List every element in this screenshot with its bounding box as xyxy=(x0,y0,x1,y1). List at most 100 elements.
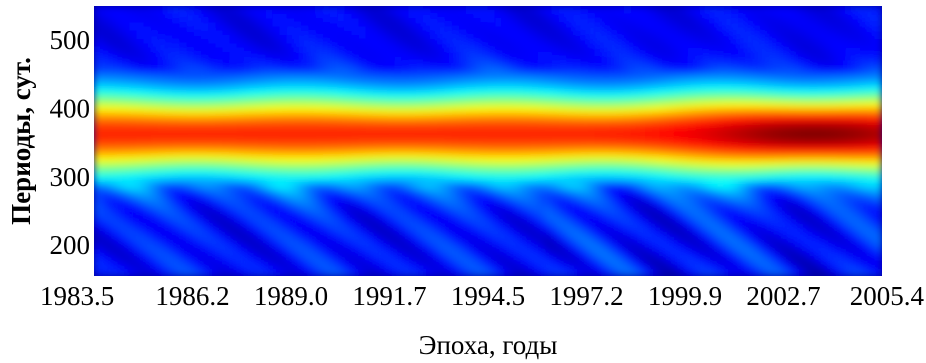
heatmap-cell xyxy=(157,115,167,121)
heatmap-cell xyxy=(236,195,245,201)
heatmap-cell xyxy=(172,39,181,45)
heatmap-cell xyxy=(157,216,167,222)
heatmap-cell xyxy=(380,271,389,276)
heatmap-cell xyxy=(508,161,518,167)
heatmap-cell xyxy=(444,148,453,155)
heatmap-cell xyxy=(544,220,553,226)
heatmap-cell xyxy=(243,22,253,28)
heatmap-cell xyxy=(272,64,281,70)
heatmap-cell xyxy=(401,262,410,269)
heatmap-cell xyxy=(315,102,324,108)
heatmap-cell xyxy=(530,195,539,201)
heatmap-cell xyxy=(616,60,625,66)
heatmap-cell xyxy=(487,233,496,239)
heatmap-cell xyxy=(322,224,331,231)
heatmap-cell xyxy=(423,262,432,269)
heatmap-cell xyxy=(222,132,231,138)
heatmap-cell xyxy=(265,262,274,269)
heatmap-cell xyxy=(222,43,231,49)
heatmap-cell xyxy=(372,22,382,28)
heatmap-cell xyxy=(143,73,152,79)
heatmap-cell xyxy=(193,140,202,146)
heatmap-cell xyxy=(279,85,288,91)
heatmap-cell xyxy=(387,153,396,159)
heatmap-cell xyxy=(172,262,181,269)
heatmap-cell xyxy=(301,267,310,273)
heatmap-cell xyxy=(165,39,174,45)
heatmap-cell xyxy=(544,262,553,269)
heatmap-cell xyxy=(222,51,231,58)
heatmap-cell xyxy=(587,6,596,11)
heatmap-cell xyxy=(136,254,145,260)
heatmap-cell xyxy=(186,110,195,117)
heatmap-cell xyxy=(344,123,353,129)
heatmap-cell xyxy=(587,267,596,273)
heatmap-cell xyxy=(337,241,346,247)
heatmap-cell xyxy=(458,81,468,87)
heatmap-cell xyxy=(537,136,546,142)
heatmap-cell xyxy=(308,22,317,28)
heatmap-cell xyxy=(129,144,138,150)
heatmap-cell xyxy=(623,241,632,247)
heatmap-cell xyxy=(157,22,167,28)
heatmap-cell xyxy=(143,148,152,155)
heatmap-cell xyxy=(501,51,510,58)
heatmap-cell xyxy=(544,212,553,218)
heatmap-cell xyxy=(286,186,296,193)
heatmap-cell xyxy=(372,110,382,117)
heatmap-cell xyxy=(645,94,654,100)
heatmap-cell xyxy=(107,98,116,104)
heatmap-cell xyxy=(487,267,496,273)
heatmap-cell xyxy=(573,81,582,87)
heatmap-cell xyxy=(114,233,124,239)
heatmap-cell xyxy=(473,47,482,53)
heatmap-cell xyxy=(444,212,453,218)
heatmap-cell xyxy=(265,191,274,197)
heatmap-cell xyxy=(573,191,582,197)
heatmap-cell xyxy=(193,119,202,125)
heatmap-cell xyxy=(100,153,109,159)
heatmap-cell xyxy=(301,77,310,83)
heatmap-cell xyxy=(444,224,453,231)
heatmap-cell xyxy=(623,191,632,197)
heatmap-cell xyxy=(473,271,482,276)
heatmap-cell xyxy=(229,18,238,24)
heatmap-cell xyxy=(236,77,245,83)
heatmap-cell xyxy=(530,51,539,58)
heatmap-cell xyxy=(645,127,654,134)
heatmap-cell xyxy=(394,237,403,243)
heatmap-cell xyxy=(143,81,152,87)
heatmap-cell xyxy=(437,51,446,58)
heatmap-cell xyxy=(315,6,324,11)
heatmap-cell xyxy=(602,81,611,87)
heatmap-cell xyxy=(466,258,475,264)
heatmap-cell xyxy=(551,81,561,87)
heatmap-cell xyxy=(301,6,310,11)
heatmap-cell xyxy=(236,254,245,260)
heatmap-cell xyxy=(616,43,625,49)
heatmap-cell xyxy=(523,229,532,235)
heatmap-cell xyxy=(94,186,102,193)
heatmap-cell xyxy=(272,123,281,129)
heatmap-cell xyxy=(566,174,575,180)
heatmap-cell xyxy=(94,216,102,222)
heatmap-cell xyxy=(193,212,202,218)
heatmap-cell xyxy=(573,153,582,159)
heatmap-cell xyxy=(494,170,503,176)
heatmap-cell xyxy=(423,186,432,193)
heatmap-cell xyxy=(229,43,238,49)
heatmap-cell xyxy=(466,140,475,146)
heatmap-cell xyxy=(430,174,439,180)
heatmap-cell xyxy=(208,262,217,269)
heatmap-cell xyxy=(430,144,439,150)
heatmap-cell xyxy=(251,30,260,37)
heatmap-cell xyxy=(143,64,152,70)
heatmap-cell xyxy=(594,68,604,74)
heatmap-cell xyxy=(566,13,575,20)
heatmap-cell xyxy=(129,220,138,226)
heatmap-cell xyxy=(451,56,460,62)
heatmap-cell xyxy=(272,153,281,159)
heatmap-cell xyxy=(215,9,224,15)
heatmap-cell xyxy=(286,208,296,214)
heatmap-cell xyxy=(516,39,525,45)
